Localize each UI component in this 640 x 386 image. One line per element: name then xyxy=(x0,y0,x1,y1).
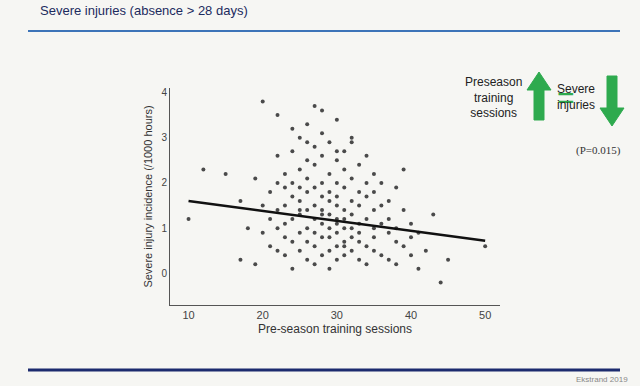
svg-text:40: 40 xyxy=(405,309,417,321)
svg-text:Pre-season training sessions: Pre-season training sessions xyxy=(258,322,412,336)
svg-text:2: 2 xyxy=(161,177,167,188)
svg-text:20: 20 xyxy=(257,309,269,321)
svg-text:3: 3 xyxy=(161,132,167,143)
svg-text:Ekstrand 2019: Ekstrand 2019 xyxy=(576,375,628,384)
svg-text:Severeinjuries: Severeinjuries xyxy=(557,82,595,112)
svg-text:0: 0 xyxy=(161,268,167,279)
svg-text:1: 1 xyxy=(161,223,167,234)
svg-text:10: 10 xyxy=(182,309,194,321)
svg-text:50: 50 xyxy=(479,309,491,321)
svg-text:(P=0.015): (P=0.015) xyxy=(576,144,621,157)
svg-text:Severe injuries (absence > 28: Severe injuries (absence > 28 days) xyxy=(40,3,248,18)
svg-text:30: 30 xyxy=(331,309,343,321)
svg-text:=: = xyxy=(557,81,575,114)
svg-text:Severe injury incidence (/1000: Severe injury incidence (/1000 hours) xyxy=(142,105,154,287)
svg-text:4: 4 xyxy=(161,87,167,98)
svg-text:Preseasontrainingsessions: Preseasontrainingsessions xyxy=(465,75,522,120)
